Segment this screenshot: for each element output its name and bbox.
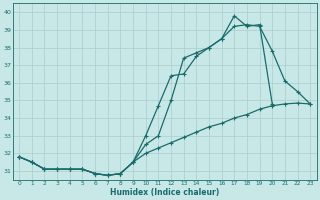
X-axis label: Humidex (Indice chaleur): Humidex (Indice chaleur)	[110, 188, 219, 197]
